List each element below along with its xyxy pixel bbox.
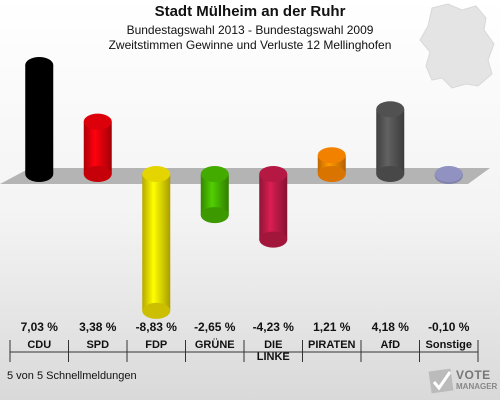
report-status: 5 von 5 Schnellmeldungen <box>7 370 137 382</box>
logo-line-2: MANAGER <box>456 382 498 391</box>
value-label: 1,21 % <box>313 320 351 334</box>
bar-bottom-cap <box>259 231 288 248</box>
vote-manager-logo: VOTE MANAGER <box>428 364 498 398</box>
zero-baseline-plane <box>0 168 490 184</box>
bar-top-cap <box>200 166 229 182</box>
category-label: GRÜNE <box>194 339 235 351</box>
germany-map-icon <box>419 3 495 89</box>
bar-cdu <box>25 57 54 182</box>
bar-die-linke <box>259 166 288 248</box>
category-label: CDU <box>27 339 52 351</box>
value-label: 4,18 % <box>371 320 409 334</box>
bar-top-cap <box>317 147 346 164</box>
bar-top-cap <box>142 166 171 182</box>
bar-bottom-cap <box>376 166 405 182</box>
bar-body <box>142 174 171 311</box>
value-label: 7,03 % <box>20 320 58 334</box>
category-label: FDP <box>145 339 168 351</box>
chart-subtitle-district: Zweitstimmen Gewinne und Verluste 12 Mel… <box>108 38 392 52</box>
value-label: -4,23 % <box>252 320 294 334</box>
bar-afd <box>376 101 405 182</box>
bar-grüne <box>200 166 229 224</box>
category-label: SPD <box>86 339 110 351</box>
bar-piraten <box>317 147 346 182</box>
bar-bottom-cap <box>25 166 54 182</box>
bar-body <box>83 121 112 174</box>
bar-bottom-cap <box>83 166 112 182</box>
bar-top-cap <box>376 101 405 118</box>
category-label: PIRATEN <box>308 339 356 351</box>
bar-bottom-cap <box>317 166 346 182</box>
value-label: 3,38 % <box>79 320 117 334</box>
bar-sonstige <box>434 166 463 184</box>
category-label: DIE LINKE <box>256 339 290 363</box>
value-label: -8,83 % <box>135 320 177 334</box>
bar-top-cap <box>259 166 288 182</box>
bar-fdp <box>142 166 171 319</box>
chart-subtitle-elections: Bundestagswahl 2013 - Bundestagswahl 200… <box>126 23 374 37</box>
bar-top-cap <box>25 57 54 74</box>
checkmark-icon <box>428 368 454 394</box>
category-label: AfD <box>380 339 401 351</box>
value-label: -0,10 % <box>428 320 470 334</box>
category-label: Sonstige <box>425 339 472 351</box>
bar-spd <box>83 113 112 182</box>
value-label: -2,65 % <box>194 320 236 334</box>
chart-title: Stadt Mülheim an der Ruhr <box>154 3 346 20</box>
bar-body <box>376 109 405 174</box>
bar-body <box>25 65 54 174</box>
logo-line-1: VOTE <box>456 368 491 382</box>
bar-top-cap <box>83 113 112 130</box>
bar-body <box>259 174 288 240</box>
bar-bottom-cap <box>200 207 229 224</box>
bar-top-cap <box>434 166 463 182</box>
bar-bottom-cap <box>142 302 171 319</box>
